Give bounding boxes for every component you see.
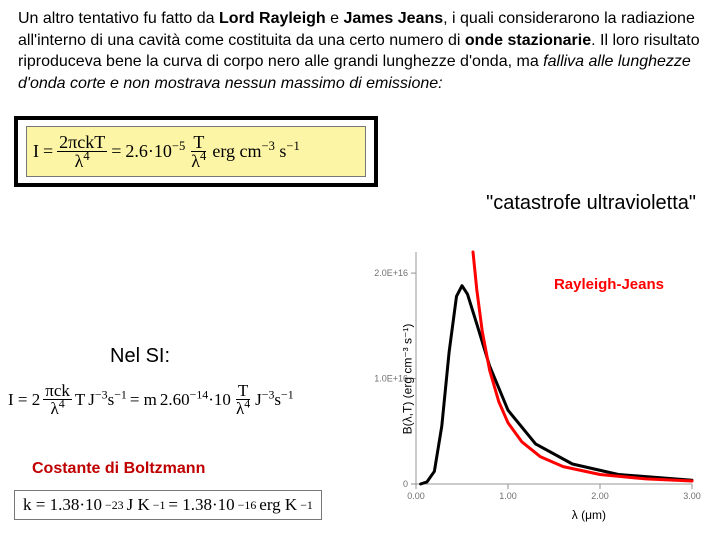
svg-text:0: 0 [403,479,408,489]
onde-stazionarie: onde stazionarie [465,32,591,49]
formula-lhs: I [33,141,39,162]
equals: = [111,141,121,162]
svg-text:3.00: 3.00 [683,491,701,501]
svg-text:2.00: 2.00 [591,491,609,501]
x-axis-label: λ (μm) [572,508,606,522]
text: e [326,10,344,27]
boltzmann-label: Costante di Boltzmann [32,460,205,478]
denominator: λ4 [189,152,208,170]
rayleigh-name: Lord Rayleigh [219,10,326,27]
fraction-2: T λ4 [189,133,208,170]
intro-paragraph: Un altro tentativo fu fatto da Lord Rayl… [0,0,720,98]
si-formula: I = 2 πck λ4 T J−3s−1 = m 2.60−14·10 T λ… [8,382,348,417]
text: Un altro tentativo fu fatto da [18,10,219,27]
rayleigh-jeans-annotation: Rayleigh-Jeans [554,276,664,293]
coef: 2.60−14·10 [160,390,231,410]
equals: = m [130,390,157,410]
main-formula: I = 2πckT λ4 = 2.6·10−5 T λ4 erg cm−3 s−… [26,126,366,177]
units: J−3s−1 [255,390,294,410]
denominator: λ4 [73,152,92,170]
fraction: πck λ4 [43,382,72,417]
spectrum-chart: B(λ,T) (erg cm⁻³ s⁻¹) 0.001.002.003.0001… [354,238,704,520]
units: J−3s−1 [88,390,127,410]
equals: = [43,141,53,162]
y-axis-label: B(λ,T) (erg cm⁻³ s⁻¹) [400,324,414,435]
coefficient: 2.6·10−5 [125,141,185,162]
jeans-name: James Jeans [344,10,444,27]
fraction-1: 2πckT λ4 [57,133,107,170]
uv-catastrophe-label: "catastrofe ultravioletta" [486,192,696,215]
main-formula-box: I = 2πckT λ4 = 2.6·10−5 T λ4 erg cm−3 s−… [14,116,378,187]
si-label: Nel SI: [110,345,170,368]
fraction: T λ4 [234,382,252,417]
units: erg cm−3 s−1 [212,141,299,162]
boltzmann-formula: k = 1.38·10−23 J K−1 = 1.38·10−16 erg K−… [14,490,322,520]
svg-text:2.0E+16: 2.0E+16 [374,268,408,278]
svg-text:1.00: 1.00 [499,491,517,501]
lhs: I = 2 [8,390,40,410]
svg-text:0.00: 0.00 [407,491,425,501]
t-var: T [75,390,85,410]
